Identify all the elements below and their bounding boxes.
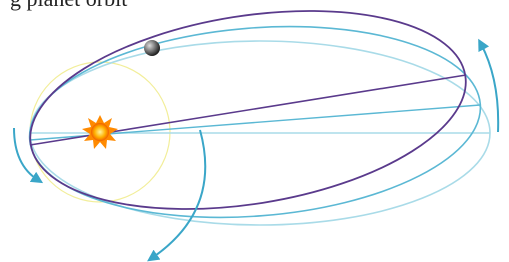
arrow-bottom [152,130,205,258]
arrow-right [481,44,498,132]
diagram: g planet orbit [0,0,509,262]
caption: g planet orbit [10,0,127,11]
planet [144,40,160,56]
orbit-1 [16,0,480,237]
sun [82,115,118,149]
page: {"header": {"caption": "g planet orbit"}… [0,0,509,262]
